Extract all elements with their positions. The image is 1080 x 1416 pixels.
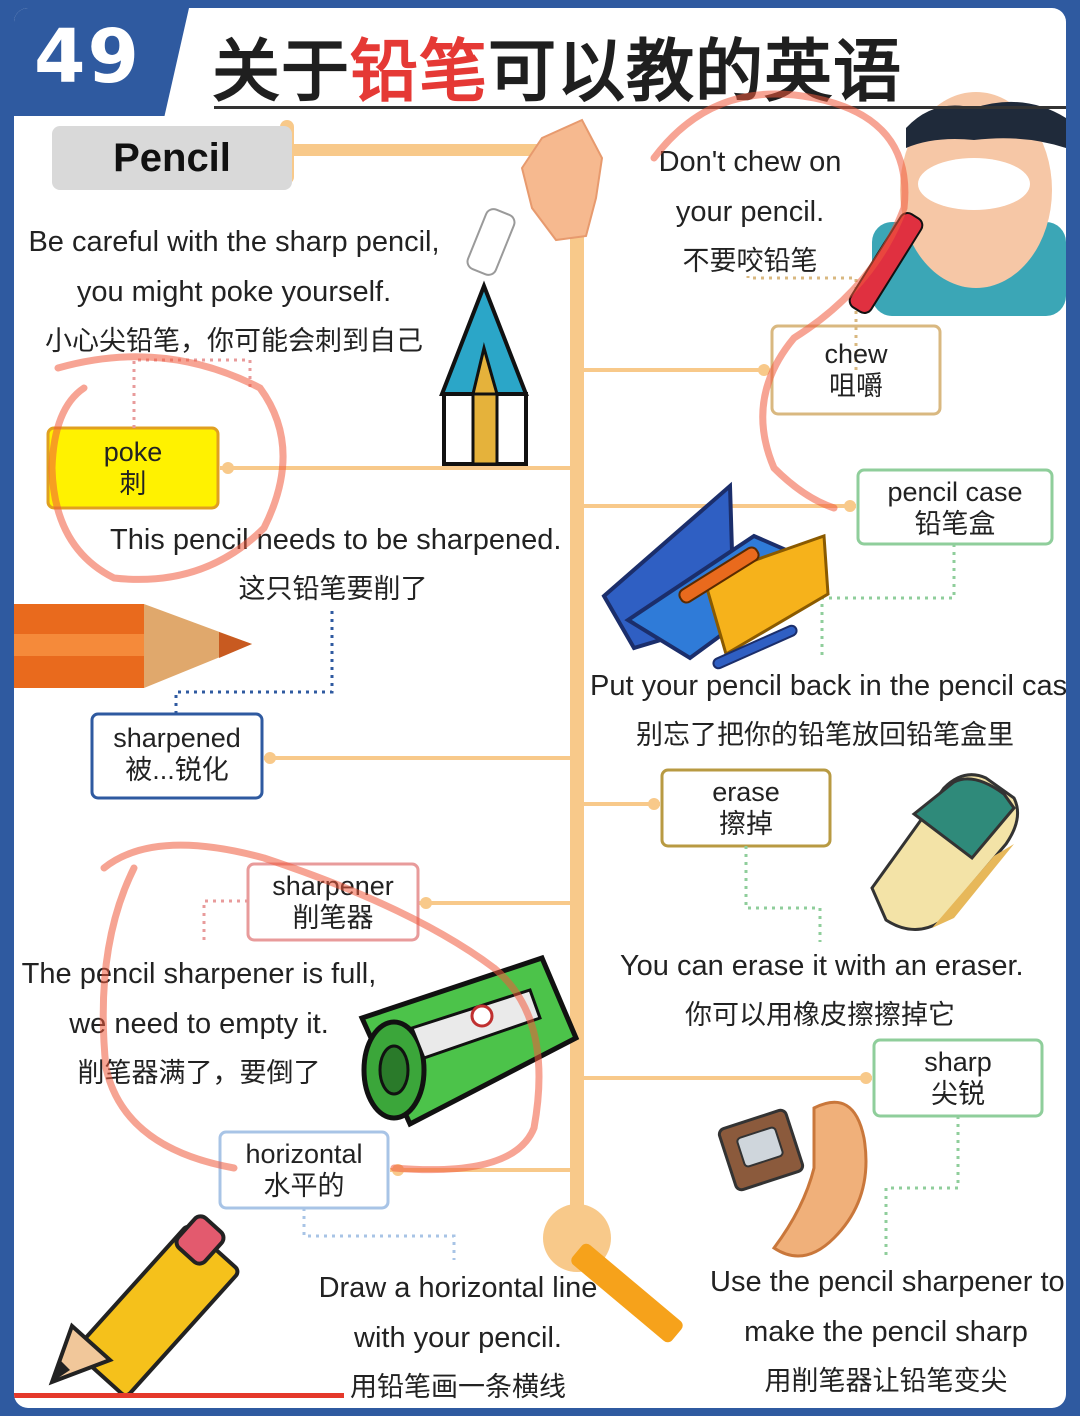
eraser-icon	[870, 773, 1020, 931]
sentence-careful: Be careful with the sharp pencil, you mi…	[28, 226, 440, 356]
hand-pointing-icon	[466, 118, 604, 276]
vocab-poke: poke 刺	[103, 437, 163, 500]
tab-connector	[276, 144, 576, 156]
sentence-needs-sharpened: This pencil needs to be sharpened. 这只铅笔要…	[110, 524, 562, 604]
vocab-pencil-case: pencil case 铅笔盒	[887, 477, 1023, 540]
sentence-use-sharpener: Use the pencil sharpener to make the pen…	[710, 1266, 1065, 1396]
number-badge	[14, 8, 189, 116]
pencil-case-icon	[601, 481, 830, 670]
sharpener-shavings-icon	[571, 1100, 868, 1343]
red-underline	[14, 1393, 344, 1398]
lesson-number: 49	[34, 14, 141, 100]
vocab-sharpener: sharpener 削笔器	[272, 871, 394, 934]
yellow-pencil-icon	[48, 1214, 240, 1398]
sentence-dont-chew: Don't chew on your pencil. 不要咬铅笔	[658, 146, 842, 276]
boy-chewing-icon	[848, 92, 1066, 316]
pencil-tab: Pencil	[52, 126, 292, 190]
vocab-erase: erase 擦掉	[712, 777, 780, 840]
title-underline	[214, 106, 1066, 109]
sentence-horizontal-line: Draw a horizontal line with your pencil.…	[318, 1272, 598, 1402]
sentence-erase-it: You can erase it with an eraser. 你可以用橡皮擦…	[620, 950, 1024, 1030]
infographic-card: 49 关于铅笔可以教的英语	[14, 8, 1066, 1408]
green-sharpener-icon	[358, 954, 580, 1128]
sentence-put-back: Put your pencil back in the pencil case.…	[590, 670, 1066, 750]
vocab-sharp: sharp 尖锐	[924, 1047, 992, 1110]
vocab-horizontal: horizontal 水平的	[245, 1139, 363, 1202]
sentence-sharpener-full: The pencil sharpener is full, we need to…	[21, 958, 377, 1088]
trunk-line	[570, 138, 584, 1238]
vocab-chew: chew 咀嚼	[824, 339, 888, 402]
page-title: 关于铅笔可以教的英语	[212, 33, 903, 112]
vocab-sharpened: sharpened 被...锐化	[113, 723, 241, 786]
orange-pencil-icon	[14, 604, 252, 688]
blue-pencil-icon	[439, 280, 529, 466]
